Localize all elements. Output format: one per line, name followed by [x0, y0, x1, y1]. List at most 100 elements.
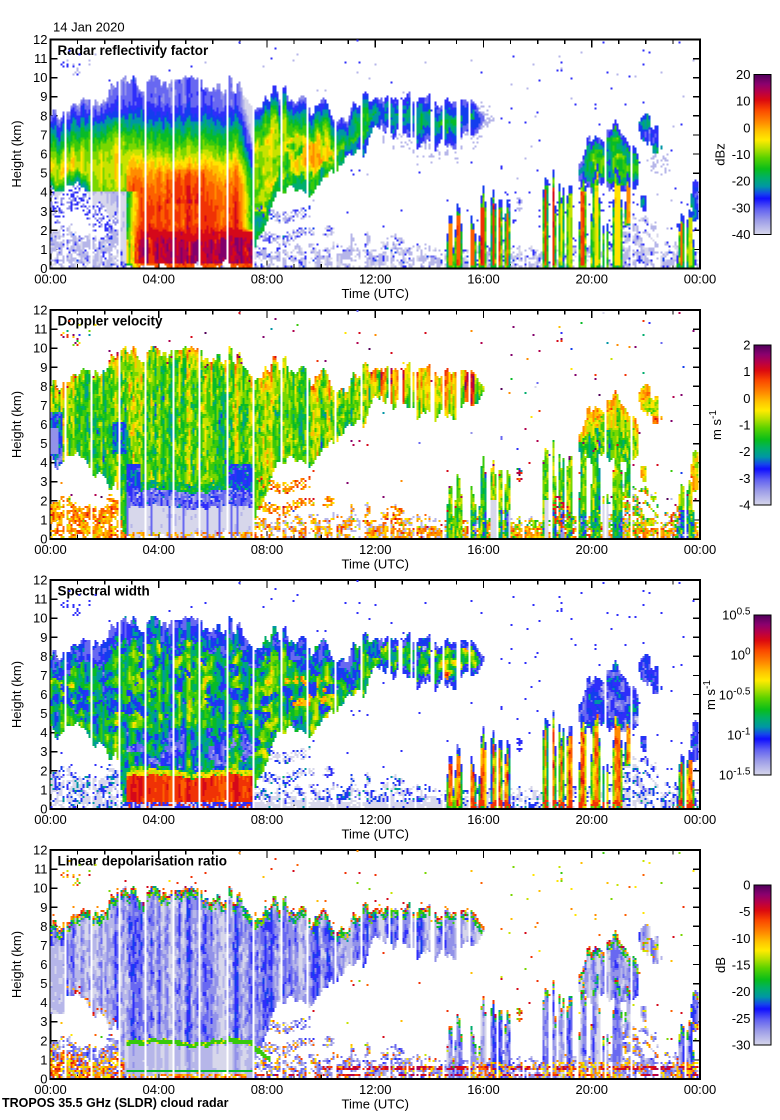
- svg-text:08:00: 08:00: [251, 272, 284, 287]
- svg-text:-5: -5: [739, 904, 751, 919]
- svg-text:16:00: 16:00: [467, 1082, 500, 1097]
- svg-text:20:00: 20:00: [575, 542, 608, 557]
- svg-text:9: 9: [40, 630, 47, 645]
- svg-text:2: 2: [40, 1033, 47, 1048]
- svg-text:100.5: 100.5: [722, 607, 751, 623]
- svg-text:10: 10: [33, 70, 47, 85]
- svg-text:12: 12: [33, 573, 47, 588]
- svg-text:04:00: 04:00: [142, 1082, 175, 1097]
- svg-text:TROPOS 35.5 GHz (SLDR) cloud r: TROPOS 35.5 GHz (SLDR) cloud radar: [2, 1096, 229, 1110]
- svg-text:8: 8: [40, 649, 47, 664]
- svg-text:Doppler velocity: Doppler velocity: [58, 314, 164, 329]
- svg-text:8: 8: [40, 379, 47, 394]
- svg-text:-40: -40: [732, 227, 751, 242]
- svg-text:6: 6: [40, 687, 47, 702]
- svg-text:00:00: 00:00: [34, 1082, 67, 1097]
- svg-text:11: 11: [34, 322, 48, 337]
- svg-text:4: 4: [40, 995, 47, 1010]
- svg-text:08:00: 08:00: [251, 542, 284, 557]
- svg-text:16:00: 16:00: [467, 812, 500, 827]
- svg-text:100: 100: [730, 647, 750, 663]
- svg-text:12: 12: [33, 32, 47, 47]
- svg-text:00:00: 00:00: [684, 812, 717, 827]
- svg-text:-20: -20: [732, 984, 751, 999]
- svg-text:1: 1: [40, 512, 47, 527]
- svg-text:04:00: 04:00: [142, 272, 175, 287]
- svg-text:5: 5: [40, 436, 47, 451]
- svg-text:-25: -25: [732, 1011, 751, 1026]
- svg-text:4: 4: [40, 455, 47, 470]
- svg-text:-10: -10: [732, 147, 751, 162]
- svg-text:Height (km): Height (km): [9, 661, 24, 728]
- svg-text:3: 3: [40, 1014, 47, 1029]
- svg-text:Height (km): Height (km): [9, 391, 24, 458]
- svg-text:4: 4: [40, 725, 47, 740]
- svg-text:00:00: 00:00: [34, 812, 67, 827]
- svg-text:-1: -1: [739, 418, 751, 433]
- svg-text:12:00: 12:00: [359, 542, 392, 557]
- svg-text:12:00: 12:00: [359, 272, 392, 287]
- svg-text:20:00: 20:00: [575, 1082, 608, 1097]
- svg-text:00:00: 00:00: [684, 1082, 717, 1097]
- svg-text:1: 1: [40, 1052, 47, 1067]
- svg-text:Linear depolarisation ratio: Linear depolarisation ratio: [58, 854, 228, 869]
- svg-text:0: 0: [40, 261, 47, 276]
- svg-text:4: 4: [40, 185, 47, 200]
- svg-text:10: 10: [33, 611, 47, 626]
- svg-text:-10: -10: [732, 931, 751, 946]
- svg-text:00:00: 00:00: [684, 272, 717, 287]
- svg-text:Time (UTC): Time (UTC): [342, 827, 409, 842]
- svg-text:Time (UTC): Time (UTC): [342, 1097, 409, 1112]
- svg-text:m s-1: m s-1: [702, 680, 718, 710]
- svg-text:6: 6: [40, 147, 47, 162]
- svg-text:-30: -30: [732, 200, 751, 215]
- svg-text:dBz: dBz: [713, 143, 728, 165]
- svg-text:0: 0: [40, 1072, 47, 1087]
- svg-text:Height (km): Height (km): [9, 931, 24, 998]
- svg-text:00:00: 00:00: [34, 272, 67, 287]
- svg-text:12:00: 12:00: [359, 1082, 392, 1097]
- svg-text:0: 0: [40, 532, 47, 547]
- svg-text:6: 6: [40, 417, 47, 432]
- svg-text:10-1: 10-1: [727, 727, 751, 743]
- svg-text:04:00: 04:00: [142, 542, 175, 557]
- svg-text:3: 3: [40, 744, 47, 759]
- svg-text:-15: -15: [732, 958, 751, 973]
- svg-text:16:00: 16:00: [467, 542, 500, 557]
- svg-text:2: 2: [40, 763, 47, 778]
- svg-text:10: 10: [736, 94, 750, 109]
- svg-text:11: 11: [34, 862, 48, 877]
- svg-text:m s-1: m s-1: [708, 410, 724, 440]
- svg-text:Radar reflectivity factor: Radar reflectivity factor: [58, 43, 210, 58]
- svg-text:16:00: 16:00: [467, 272, 500, 287]
- svg-text:10-1.5: 10-1.5: [719, 767, 751, 783]
- svg-text:7: 7: [40, 127, 47, 142]
- svg-text:1: 1: [40, 782, 47, 797]
- svg-text:14 Jan 2020: 14 Jan 2020: [53, 20, 125, 35]
- svg-text:-30: -30: [732, 1038, 751, 1053]
- svg-text:10-0.5: 10-0.5: [719, 687, 751, 703]
- svg-text:20:00: 20:00: [575, 272, 608, 287]
- svg-text:6: 6: [40, 957, 47, 972]
- svg-text:11: 11: [34, 51, 48, 66]
- svg-text:2: 2: [40, 493, 47, 508]
- svg-text:7: 7: [40, 938, 47, 953]
- svg-text:Spectral width: Spectral width: [58, 584, 150, 599]
- svg-text:08:00: 08:00: [251, 812, 284, 827]
- svg-text:04:00: 04:00: [142, 812, 175, 827]
- svg-text:-20: -20: [732, 174, 751, 189]
- svg-text:7: 7: [40, 398, 47, 413]
- svg-text:Time (UTC): Time (UTC): [342, 286, 409, 301]
- svg-text:10: 10: [33, 341, 47, 356]
- svg-text:0: 0: [743, 120, 750, 135]
- svg-text:00:00: 00:00: [684, 542, 717, 557]
- svg-text:Height (km): Height (km): [9, 120, 24, 187]
- svg-text:0: 0: [743, 878, 750, 893]
- svg-text:0: 0: [743, 391, 750, 406]
- svg-text:1: 1: [40, 242, 47, 257]
- svg-text:-2: -2: [739, 444, 751, 459]
- svg-text:8: 8: [40, 108, 47, 123]
- svg-text:9: 9: [40, 89, 47, 104]
- svg-text:0: 0: [40, 802, 47, 817]
- svg-text:-3: -3: [739, 471, 751, 486]
